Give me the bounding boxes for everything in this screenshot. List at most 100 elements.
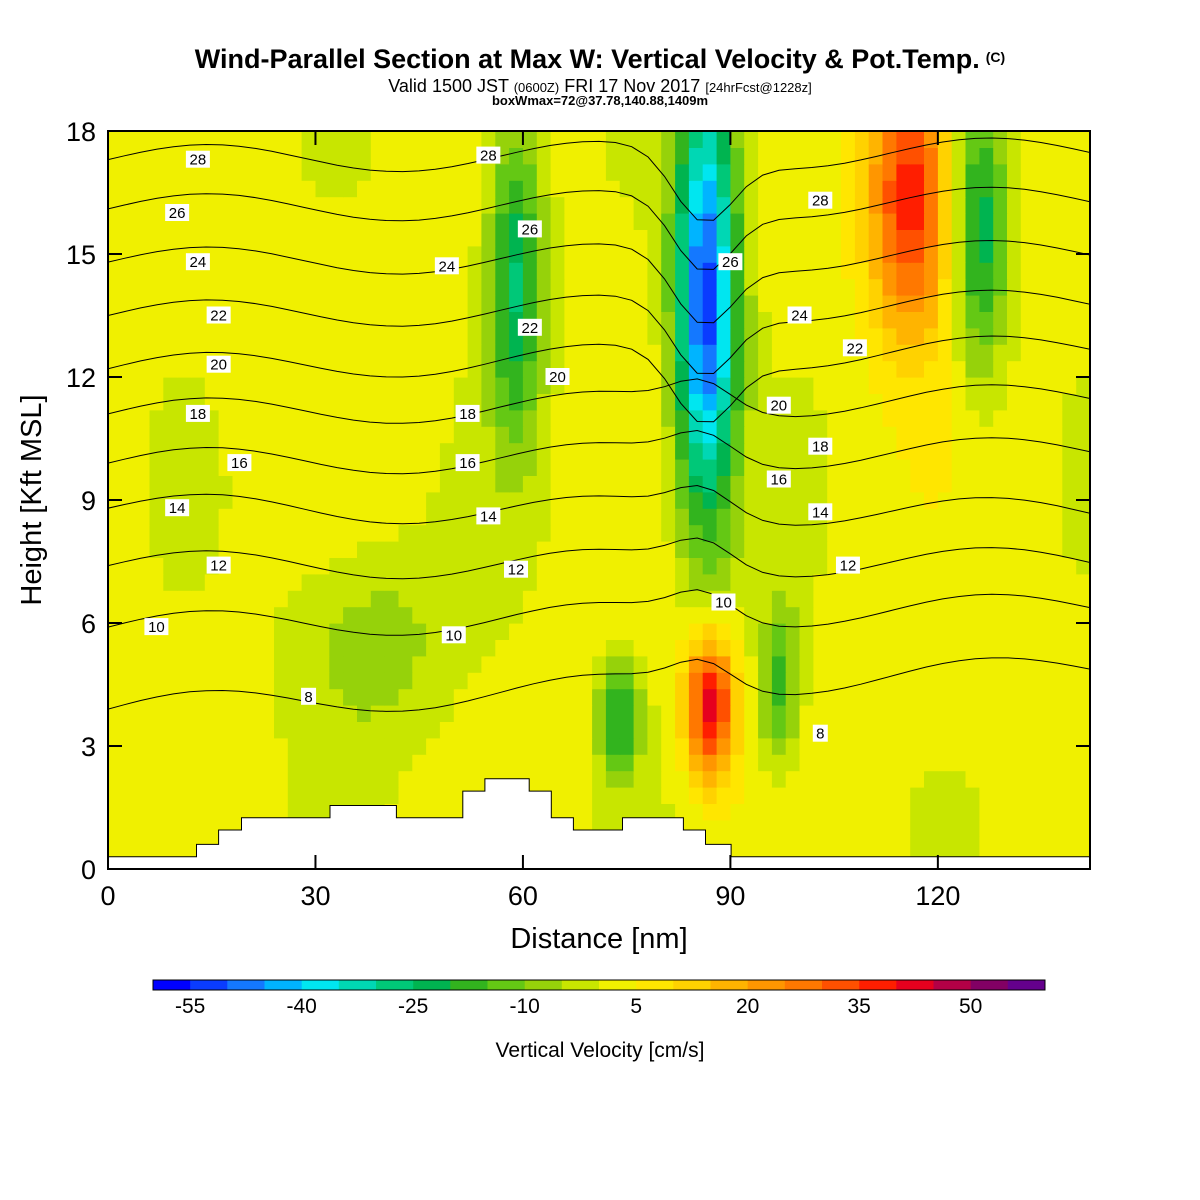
w-cell	[730, 688, 745, 706]
w-cell	[1076, 836, 1090, 854]
w-cell	[868, 639, 884, 657]
w-cell	[896, 541, 911, 558]
w-cell	[661, 131, 676, 148]
w-cell	[412, 442, 427, 460]
w-cell	[1076, 311, 1090, 329]
w-cell	[702, 442, 718, 460]
w-cell	[246, 147, 261, 165]
w-cell	[868, 377, 884, 394]
w-cell	[993, 770, 1008, 788]
w-cell	[426, 295, 441, 312]
w-cell	[232, 377, 247, 394]
w-cell	[204, 819, 220, 837]
w-cell	[619, 295, 635, 312]
w-cell	[675, 705, 690, 722]
w-cell	[467, 229, 482, 247]
w-cell	[771, 787, 787, 804]
w-cell	[550, 491, 565, 509]
w-cell	[177, 672, 192, 690]
w-cell	[799, 672, 814, 690]
w-cell	[882, 541, 897, 558]
w-cell	[675, 655, 690, 673]
w-cell	[993, 360, 1008, 378]
w-cell	[550, 688, 565, 706]
w-cell	[716, 131, 731, 148]
w-cell	[467, 245, 482, 263]
w-cell	[121, 426, 137, 444]
w-cell	[605, 180, 621, 198]
w-cell	[937, 278, 953, 296]
w-cell	[1048, 196, 1063, 214]
w-cell	[882, 278, 897, 296]
w-cell	[785, 737, 801, 755]
w-cell	[564, 278, 579, 296]
w-cell	[1076, 770, 1090, 788]
w-cell	[785, 245, 801, 263]
w-cell	[426, 377, 441, 394]
w-cell	[453, 213, 469, 230]
w-cell	[605, 459, 621, 476]
w-cell	[191, 377, 206, 394]
w-cell	[619, 245, 635, 263]
contour-label: 22	[210, 308, 227, 325]
w-cell	[550, 524, 565, 542]
w-cell	[481, 245, 496, 263]
w-cell	[716, 606, 731, 624]
w-cell	[522, 672, 538, 690]
w-cell	[730, 163, 745, 181]
w-cell	[965, 819, 980, 837]
w-cell	[550, 262, 565, 280]
w-cell	[121, 655, 137, 673]
w-cell	[868, 409, 884, 427]
w-cell	[896, 655, 911, 673]
w-cell	[605, 163, 621, 181]
w-cell	[605, 524, 621, 542]
w-cell	[592, 606, 607, 624]
w-cell	[661, 524, 676, 542]
w-cell	[868, 278, 884, 296]
w-cell	[675, 163, 690, 181]
w-cell	[329, 688, 344, 706]
colorbar-swatch	[1007, 980, 1046, 990]
w-cell	[1076, 705, 1090, 722]
w-cell	[937, 131, 953, 148]
w-cell	[979, 541, 994, 558]
w-cell	[191, 573, 206, 591]
w-cell	[1007, 623, 1022, 640]
w-cell	[398, 180, 413, 198]
w-cell	[1062, 409, 1077, 427]
w-cell	[1062, 426, 1077, 444]
w-cell	[688, 541, 704, 558]
w-cell	[204, 524, 220, 542]
w-cell	[301, 278, 316, 296]
w-cell	[1007, 213, 1022, 230]
w-cell	[509, 655, 524, 673]
w-cell	[868, 131, 884, 148]
w-cell	[868, 491, 884, 509]
w-cell	[979, 393, 994, 411]
w-cell	[163, 770, 178, 788]
colorbar-swatch	[747, 980, 786, 990]
w-cell	[758, 524, 773, 542]
w-cell	[329, 623, 344, 640]
w-cell	[675, 721, 690, 739]
w-cell	[495, 705, 510, 722]
w-cell	[675, 213, 690, 230]
w-cell	[937, 180, 953, 198]
w-cell	[564, 475, 579, 493]
w-cell	[370, 524, 386, 542]
w-cell	[937, 327, 953, 345]
w-cell	[177, 524, 192, 542]
w-cell	[716, 426, 731, 444]
w-cell	[758, 311, 773, 329]
theta-contour	[108, 289, 1090, 375]
w-cell	[661, 705, 676, 722]
w-cell	[799, 131, 814, 148]
w-cell	[550, 557, 565, 575]
w-cell	[481, 163, 496, 181]
w-cell	[951, 803, 967, 821]
w-cell	[550, 196, 565, 214]
w-cell	[522, 688, 538, 706]
w-cell	[868, 163, 884, 181]
w-cell	[550, 590, 565, 608]
